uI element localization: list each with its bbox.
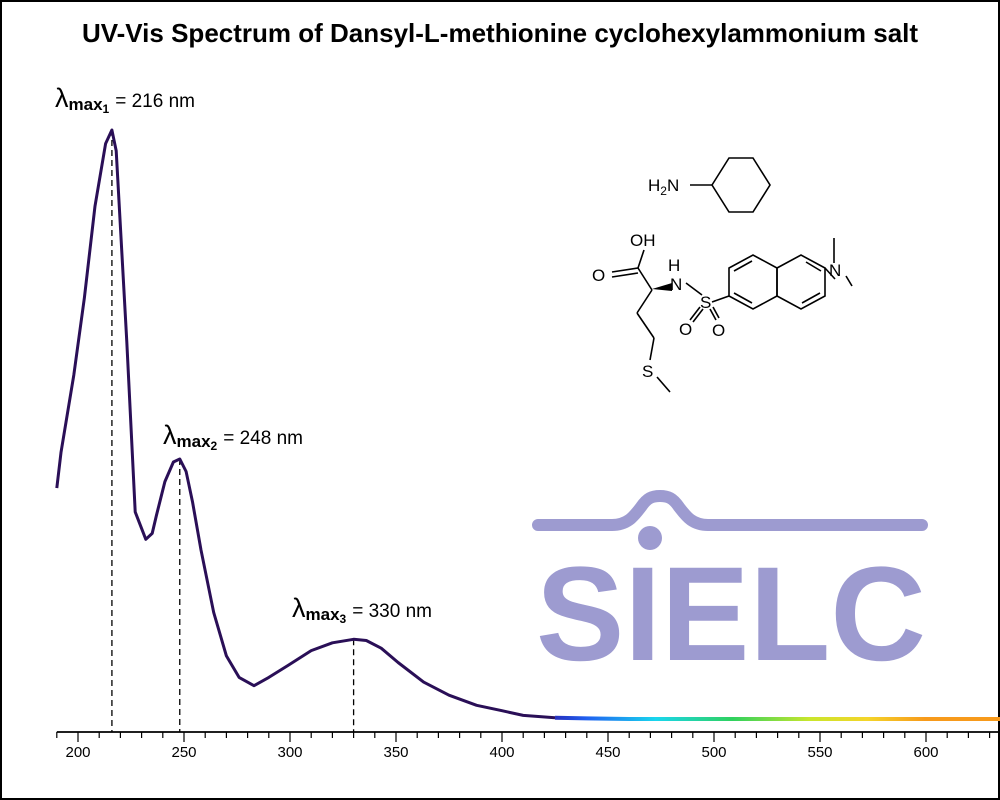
atom-thioether-s: S	[642, 362, 653, 381]
logo-swoosh	[532, 489, 928, 531]
atom-oh: OH	[630, 231, 656, 250]
atom-nh-n: N	[670, 275, 682, 294]
spectrum-curve	[55, 128, 1000, 721]
atom-nh-h: H	[668, 256, 680, 275]
x-tick-label: 500	[701, 744, 726, 761]
lambda-max-label-2: λmax2 = 248 nm	[163, 420, 303, 453]
dimethylamino-group	[824, 238, 853, 287]
x-tick-label: 400	[489, 744, 514, 761]
molecule-atom-labels: H2N OH O H N S O O N S	[592, 176, 841, 381]
x-tick-label: 600	[913, 744, 938, 761]
x-tick-label: 350	[383, 744, 408, 761]
wedge-bond	[652, 283, 672, 291]
spectrum-visible-tail	[554, 715, 1000, 721]
spectrum-line	[55, 128, 556, 720]
x-tick-label: 200	[65, 744, 90, 761]
molecule-structure	[611, 157, 853, 393]
x-tick-label: 550	[807, 744, 832, 761]
atom-h2n: H2N	[648, 176, 679, 198]
chart-title: UV-Vis Spectrum of Dansyl-L-methionine c…	[81, 18, 919, 48]
naphthalene-ring	[728, 254, 826, 310]
x-tick-label: 450	[595, 744, 620, 761]
x-tick-label: 300	[277, 744, 302, 761]
atom-sulfonyl-o1: O	[679, 320, 692, 339]
carboxyl-group	[611, 249, 653, 291]
atom-sulfonyl-o2: O	[712, 321, 725, 340]
logo-i-dot	[638, 526, 662, 550]
atom-dimethyl-n: N	[829, 261, 841, 280]
cyclohexylamine	[690, 157, 771, 213]
sulfonyl-group	[685, 282, 730, 323]
atom-sulfonyl-s: S	[700, 293, 711, 312]
sielc-logo: SIELC	[532, 489, 928, 689]
x-tick-label: 250	[171, 744, 196, 761]
side-chain	[636, 289, 671, 393]
atom-carbonyl-o: O	[592, 266, 605, 285]
logo-text: SIELC	[536, 540, 926, 689]
lambda-max-label-3: λmax3 = 330 nm	[292, 593, 432, 626]
peak-annotations: λmax1 = 216 nm λmax2 = 248 nm λmax3 = 330 nm	[55, 83, 432, 626]
lambda-max-label-1: λmax1 = 216 nm	[55, 83, 195, 116]
peak-markers	[111, 129, 355, 732]
x-axis: 2002503003504004505005506006507007508008…	[56, 731, 1000, 761]
